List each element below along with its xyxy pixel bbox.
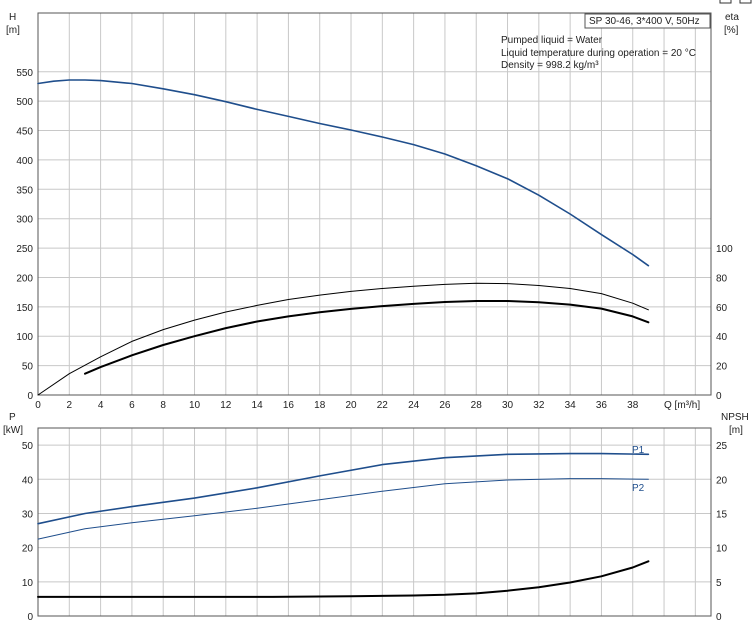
- chart-title: SP 30-46, 3*400 V, 50Hz: [589, 16, 700, 27]
- top-series: [37, 79, 650, 396]
- annotation-density: Density = 998.2 kg/m³: [501, 60, 599, 71]
- top-x-tick-label: 30: [502, 400, 514, 411]
- x-axis-label: Q [m³/h]: [664, 400, 700, 411]
- top-left-tick-label: 250: [16, 244, 33, 255]
- bottom-right-tick-label: 5: [716, 578, 722, 589]
- bottom-plot-frame: [37, 427, 712, 617]
- top-x-tick-label: 22: [377, 400, 389, 411]
- top-x-tick-label: 32: [533, 400, 545, 411]
- top-x-tick-label: 16: [283, 400, 295, 411]
- top-right-tick-label: 20: [716, 362, 728, 373]
- top-x-tick-label: 2: [67, 400, 73, 411]
- top-x-tick-label: 14: [252, 400, 264, 411]
- head-efficiency-chart: 0501001502002503003504004505005500204060…: [6, 12, 739, 411]
- top-left-tick-label: 50: [22, 362, 34, 373]
- top-x-tick-label: 6: [129, 400, 135, 411]
- top-left-tick-label: 400: [16, 156, 33, 167]
- top-left-tick-label: 0: [27, 391, 33, 402]
- bottom-right-tick-label: 10: [716, 544, 728, 555]
- top-grid: [37, 13, 711, 396]
- top-x-tick-label: 28: [471, 400, 483, 411]
- top-x-tick-label: 36: [596, 400, 608, 411]
- bottom-series: [37, 452, 650, 598]
- power-npsh-chart: 0 10 20 30 40 50 0 5 10 15 20 25 P [kW] NPSH [m] P1…: [3, 412, 749, 623]
- top-x-tick-label: 20: [345, 400, 357, 411]
- y-right-unit: [%]: [724, 25, 739, 36]
- bottom-series-line-2: [37, 560, 650, 598]
- top-x-tick-label: 12: [220, 400, 232, 411]
- title-box: [584, 13, 711, 29]
- bottom-right-tick-label: 25: [716, 441, 728, 452]
- top-left-tick-label: 200: [16, 273, 33, 284]
- bottom-right-tick-label: 0: [716, 612, 722, 623]
- npsh-axis-unit: [m]: [729, 425, 743, 436]
- corner-buttons-icon: [719, 0, 752, 4]
- y-right-label: eta: [725, 12, 739, 23]
- top-x-tick-label: 24: [408, 400, 420, 411]
- top-right-tick-label: 100: [716, 244, 733, 255]
- top-left-tick-label: 500: [16, 97, 33, 108]
- top-x-tick-label: 38: [627, 400, 639, 411]
- top-left-tick-label: 100: [16, 332, 33, 343]
- bottom-left-tick-label: 40: [22, 475, 34, 486]
- top-left-tick-label: 550: [16, 68, 33, 79]
- top-series-line-0: [37, 79, 650, 267]
- top-right-tick-label: 60: [716, 303, 728, 314]
- top-left-tick-label: 150: [16, 303, 33, 314]
- top-left-tick-label: 300: [16, 215, 33, 226]
- top-x-tick-label: 0: [35, 400, 41, 411]
- series-label-p1: P1: [632, 445, 645, 456]
- annotation-liquid: Pumped liquid = Water: [501, 35, 603, 46]
- top-x-tick-label: 8: [160, 400, 166, 411]
- top-x-tick-label: 26: [439, 400, 451, 411]
- series-label-p2: P2: [632, 483, 645, 494]
- y-left-unit: [m]: [6, 25, 20, 36]
- bottom-series-line-0: [37, 452, 650, 525]
- bottom-left-tick-label: 50: [22, 441, 34, 452]
- top-right-tick-label: 40: [716, 332, 728, 343]
- power-axis-unit: [kW]: [3, 425, 23, 436]
- bottom-left-tick-label: 30: [22, 509, 34, 520]
- top-x-tick-label: 10: [189, 400, 201, 411]
- top-x-tick-label: 18: [314, 400, 326, 411]
- y-left-label: H: [9, 12, 16, 23]
- top-plot-frame: [37, 12, 712, 396]
- top-x-tick-label: 34: [565, 400, 577, 411]
- bottom-right-tick-label: 15: [716, 509, 728, 520]
- top-left-tick-label: 450: [16, 127, 33, 138]
- bottom-tick-labels: 0 10 20 30 40 50 0 5 10 15 20 25: [22, 441, 728, 623]
- top-left-tick-label: 350: [16, 185, 33, 196]
- bottom-series-line-1: [37, 478, 649, 540]
- npsh-axis-label: NPSH: [721, 412, 749, 423]
- bottom-left-tick-label: 0: [27, 612, 33, 623]
- top-right-tick-label: 80: [716, 273, 728, 284]
- top-series-line-2: [84, 300, 650, 375]
- power-axis-label: P: [9, 412, 16, 423]
- top-series-line-1: [37, 282, 649, 396]
- annotation-temperature: Liquid temperature during operation = 20…: [501, 48, 696, 59]
- top-tick-labels: 0501001502002503003504004505005500204060…: [16, 68, 733, 411]
- bottom-left-tick-label: 10: [22, 578, 34, 589]
- bottom-left-tick-label: 20: [22, 544, 34, 555]
- bottom-right-tick-label: 20: [716, 475, 728, 486]
- top-x-tick-label: 4: [98, 400, 104, 411]
- top-right-tick-label: 0: [716, 391, 722, 402]
